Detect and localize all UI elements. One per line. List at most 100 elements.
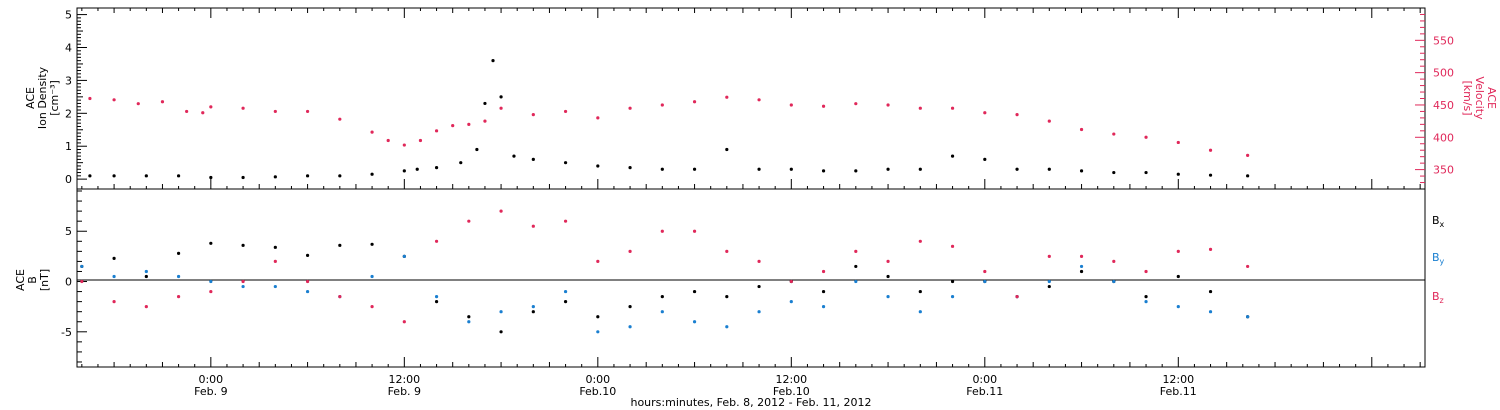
bx-point bbox=[1208, 289, 1213, 294]
density-tick-label: 4 bbox=[65, 41, 72, 54]
top-panel-marks bbox=[88, 59, 1250, 180]
density-point bbox=[499, 95, 503, 99]
velocity-point bbox=[209, 105, 213, 109]
bz-point bbox=[1015, 295, 1019, 299]
density-point bbox=[757, 167, 761, 171]
bx-point bbox=[596, 315, 600, 319]
velocity-point bbox=[1144, 135, 1148, 139]
velocity-point bbox=[1176, 140, 1180, 145]
density-point bbox=[1144, 170, 1148, 175]
velocity-tick-label: 350 bbox=[1433, 164, 1454, 177]
velocity-point bbox=[531, 113, 535, 117]
by-point bbox=[950, 295, 955, 299]
density-point bbox=[1246, 174, 1250, 178]
density-point bbox=[402, 169, 406, 173]
x-tick-date: Feb.11 bbox=[1160, 385, 1197, 398]
density-point bbox=[1176, 172, 1180, 176]
bz-point bbox=[886, 259, 890, 264]
bx-point bbox=[628, 305, 632, 309]
bz-point bbox=[725, 249, 729, 253]
legend-by-sub: y bbox=[1440, 257, 1445, 266]
bx-point bbox=[563, 300, 568, 304]
bx-point bbox=[144, 274, 148, 279]
by-point bbox=[467, 320, 471, 324]
velocity-point bbox=[418, 138, 423, 143]
bz-point bbox=[563, 219, 568, 223]
velocity-point bbox=[660, 103, 664, 107]
x-tick-time: 0:00 bbox=[972, 373, 997, 386]
bx-point bbox=[757, 284, 761, 289]
velocity-point bbox=[160, 100, 165, 104]
density-point bbox=[338, 174, 342, 178]
bz-point bbox=[434, 239, 439, 243]
bz-point bbox=[241, 279, 245, 284]
density-point bbox=[370, 172, 374, 176]
bz-point bbox=[176, 295, 181, 299]
density-axis-label-2: Ion Density bbox=[36, 66, 49, 129]
velocity-point bbox=[467, 122, 471, 126]
x-tick-date: Feb.11 bbox=[966, 385, 1003, 398]
bz-point bbox=[370, 305, 374, 309]
density-point bbox=[434, 166, 439, 170]
density-point bbox=[563, 161, 568, 165]
legend-bz: Bz bbox=[1432, 290, 1444, 305]
by-point bbox=[241, 284, 245, 289]
legend-bx-sub: x bbox=[1440, 220, 1445, 229]
velocity-point bbox=[789, 103, 793, 107]
density-point bbox=[1112, 170, 1116, 175]
bx-point bbox=[112, 256, 116, 260]
bx-point bbox=[692, 289, 697, 294]
bz-point bbox=[209, 289, 213, 294]
velocity-point bbox=[185, 109, 189, 114]
bz-point bbox=[692, 229, 697, 233]
by-point bbox=[1112, 279, 1116, 284]
bx-point bbox=[209, 241, 213, 245]
legend-bx-label: B bbox=[1432, 214, 1440, 227]
bz-point bbox=[1176, 249, 1180, 253]
velocity-point bbox=[136, 102, 140, 106]
bz-point bbox=[1112, 259, 1116, 264]
by-point bbox=[692, 320, 697, 324]
bottom-panel-frame bbox=[76, 188, 1426, 368]
density-point bbox=[512, 154, 516, 158]
bx-point bbox=[467, 315, 471, 319]
bz-point bbox=[1079, 254, 1084, 258]
density-point bbox=[475, 147, 479, 152]
top-panel-axes: 0 1 2 3 4 5 350 400 450 500 550 bbox=[65, 9, 1454, 187]
bx-point bbox=[1144, 295, 1148, 299]
bx-point bbox=[273, 245, 277, 249]
density-point bbox=[983, 157, 987, 161]
velocity-point bbox=[1015, 113, 1019, 117]
bz-point bbox=[918, 239, 922, 243]
x-tick-time: 0:00 bbox=[198, 373, 223, 386]
bz-point bbox=[821, 269, 826, 274]
velocity-point bbox=[563, 109, 568, 114]
velocity-point bbox=[692, 100, 697, 104]
by-point bbox=[660, 310, 664, 314]
bottom-panel-axes: -5 0 5 bbox=[61, 190, 87, 363]
velocity-point bbox=[370, 130, 374, 134]
velocity-axis-label-2: Velocity bbox=[1473, 76, 1486, 120]
velocity-point bbox=[983, 111, 987, 115]
velocity-point bbox=[483, 119, 487, 123]
velocity-tick-label: 500 bbox=[1433, 67, 1454, 80]
by-point bbox=[402, 254, 406, 258]
b-tick-label: -5 bbox=[61, 326, 72, 339]
bz-point bbox=[1047, 254, 1051, 258]
bz-point bbox=[531, 224, 535, 228]
bx-point bbox=[305, 253, 310, 257]
velocity-point bbox=[950, 106, 955, 110]
by-point bbox=[886, 295, 890, 299]
velocity-point bbox=[112, 98, 116, 102]
bx-point bbox=[1079, 269, 1084, 274]
bx-point bbox=[1176, 274, 1180, 279]
by-point bbox=[757, 310, 761, 314]
b-axis-label-3: [nT] bbox=[38, 269, 51, 291]
velocity-point bbox=[1208, 148, 1213, 152]
velocity-tick-label: 550 bbox=[1433, 34, 1454, 47]
by-point bbox=[1079, 264, 1084, 269]
by-point bbox=[563, 289, 568, 294]
density-point bbox=[112, 174, 116, 178]
by-point bbox=[112, 274, 116, 279]
bx-point bbox=[950, 279, 955, 284]
